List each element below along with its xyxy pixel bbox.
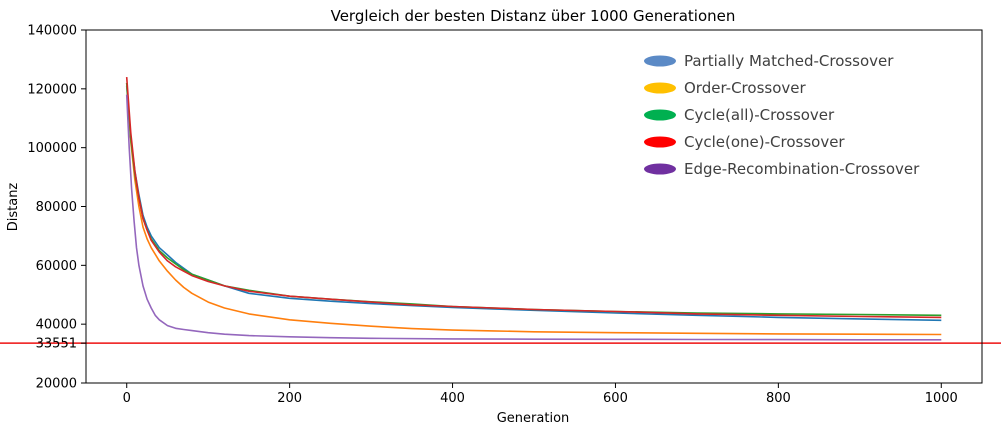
x-tick-label: 200 (277, 391, 302, 406)
y-tick-label: 60000 (36, 259, 77, 274)
x-tick-label: 0 (123, 391, 131, 406)
x-tick-label: 400 (440, 391, 465, 406)
x-tick-label: 600 (603, 391, 628, 406)
legend-swatch (644, 82, 676, 94)
y-tick-label: 140000 (27, 24, 77, 39)
y-axis-label: Distanz (6, 183, 21, 232)
legend-label: Edge-Recombination-Crossover (684, 160, 920, 178)
legend-label: Cycle(one)-Crossover (684, 133, 845, 151)
y-tick-label: 40000 (36, 318, 77, 333)
plot-area (0, 77, 1001, 344)
y-tick-label: 33551 (36, 337, 77, 352)
legend-label: Partially Matched-Crossover (684, 52, 894, 70)
y-axis: 20000 33551 40000 60000 80000 100000 120000 140… (27, 24, 86, 392)
legend-swatch (644, 163, 676, 175)
x-tick-label: 800 (766, 391, 791, 406)
series-line-2 (125, 82, 942, 336)
legend-swatch (644, 55, 676, 67)
series-line-4 (125, 77, 942, 319)
legend-swatch (644, 109, 676, 121)
x-tick-label: 1000 (925, 391, 958, 406)
plot-frame (85, 29, 983, 384)
legend: Partially Matched-Crossover Order-Crossov… (644, 52, 920, 178)
legend-label: Order-Crossover (684, 79, 806, 97)
legend-label: Cycle(all)-Crossover (684, 106, 835, 124)
legend-swatch (644, 136, 676, 148)
series-layer (125, 77, 942, 341)
y-tick-label: 120000 (27, 82, 77, 97)
y-tick-label: 100000 (27, 141, 77, 156)
series-line-5 (125, 94, 942, 341)
x-axis: 0 200 400 600 800 1000 (123, 383, 958, 406)
chart-title: Vergleich der besten Distanz über 1000 G… (331, 7, 736, 25)
y-tick-label: 20000 (36, 377, 77, 392)
y-tick-label: 80000 (36, 200, 77, 215)
x-axis-label: Generation (497, 411, 570, 426)
